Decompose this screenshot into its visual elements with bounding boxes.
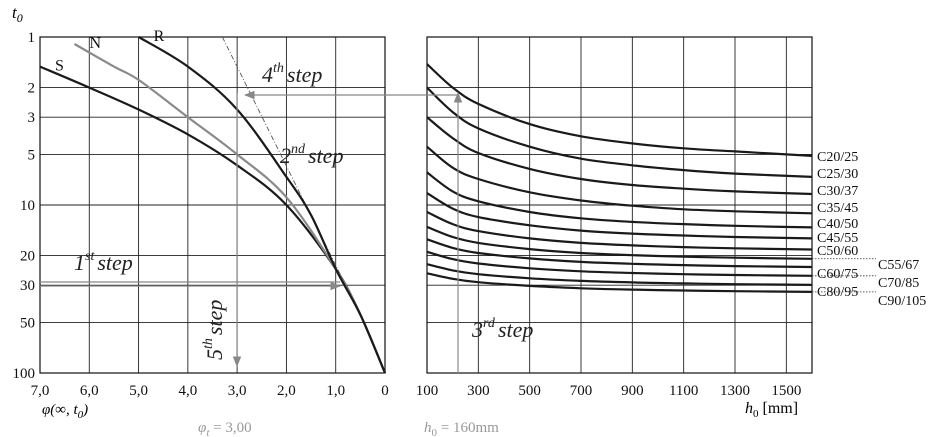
grade-label: C60/75	[817, 267, 858, 282]
grade-label: C50/60	[817, 244, 858, 259]
left-y-tick-label: 2	[28, 81, 36, 97]
curve-R	[138, 36, 387, 374]
right-x-tick-label: 100	[416, 383, 439, 399]
left-y-tick-label: 100	[13, 366, 36, 382]
grade-curve-C70/85	[426, 250, 813, 277]
grade-curve-C25/30	[426, 86, 813, 178]
left-x-tick-label: 2,0	[277, 383, 296, 399]
left-x-tick-label: 7,0	[31, 383, 50, 399]
curve-label-S: S	[55, 58, 64, 75]
right-x-tick-label: 700	[570, 383, 593, 399]
left-frame	[39, 36, 386, 374]
left-x-tick-label: 5,0	[129, 383, 148, 399]
left-y-tick-label: 50	[20, 315, 35, 331]
left-x-ticks: 7,0 6,0 5,0 4,0 3,0 2,0 1,0 0	[31, 383, 389, 399]
right-x-tick-label: 500	[518, 383, 541, 399]
right-panel: 100 300 500 700 900 1100 1300 1500 C20/25 C25/30…	[243, 36, 926, 437]
right-x-ticks: 100 300 500 700 900 1100 1300 1500	[416, 383, 802, 399]
grade-label: C30/37	[817, 184, 858, 199]
grade-curve-C40/50	[426, 171, 813, 229]
left-x-tick-label: 0	[381, 383, 389, 399]
left-y-tick-label: 20	[20, 249, 35, 265]
grade-label: C45/55	[817, 231, 858, 246]
left-x-tick-label: 4,0	[178, 383, 197, 399]
step4-label: 4th step	[262, 61, 322, 87]
right-frame	[426, 36, 813, 374]
grade-curve-C90/105	[426, 272, 813, 293]
grade-label: C25/30	[817, 167, 858, 182]
grade-curve-C45/55	[426, 192, 813, 240]
grade-label: C35/45	[817, 201, 858, 216]
grade-curve-C30/37	[426, 116, 813, 196]
left-curve-labels: S N R	[55, 28, 165, 75]
grade-label: C70/85	[878, 276, 919, 291]
step1-label: 1st step	[74, 249, 133, 275]
step2-label: 2nd step	[280, 142, 343, 168]
grade-label: C55/67	[878, 258, 919, 273]
left-x-tick-label: 3,0	[228, 383, 247, 399]
x-axis-label-left: φ(∞, t0)	[42, 402, 88, 421]
grade-curve-C55/67	[426, 225, 813, 260]
left-y-tick-label: 3	[28, 110, 36, 126]
grade-label: C80/95	[817, 285, 858, 300]
right-curves	[426, 63, 813, 293]
x-axis-label-right: h0 [mm]	[745, 400, 798, 420]
curve-label-N: N	[90, 35, 102, 52]
right-grade-labels: C20/25 C25/30 C30/37 C35/45C40/50C45/55C50/…	[812, 150, 926, 309]
left-y-tick-label: 5	[28, 147, 36, 163]
phi-t-note: φt = 3,00	[198, 420, 252, 437]
grade-curve-C20/25	[426, 63, 813, 157]
grade-curve-C60/75	[426, 238, 813, 269]
grade-label: C90/105	[878, 294, 926, 309]
right-x-tick-label: 300	[467, 383, 490, 399]
grade-curve-C50/60	[426, 211, 813, 251]
left-y-tick-label: 10	[20, 198, 35, 214]
grade-label: C20/25	[817, 150, 858, 165]
y-axis-label: t0	[12, 3, 23, 25]
left-y-tick-label: 30	[20, 278, 35, 294]
step5-label: 5thstep	[201, 300, 227, 360]
left-x-tick-label: 1,0	[326, 383, 345, 399]
right-x-tick-label: 1500	[771, 383, 801, 399]
curve-N	[73, 43, 387, 374]
left-x-tick-label: 6,0	[80, 383, 99, 399]
right-x-tick-label: 1100	[669, 383, 698, 399]
grade-label: C40/50	[817, 217, 858, 232]
left-panel: 1 2 3 5 10 20 30 50 100 7,0 6,0 5,0 4,0 3,0 2,0 1,0 0 S…	[12, 3, 389, 437]
step3-label: 3rd step	[471, 316, 533, 342]
curve-label-R: R	[154, 28, 165, 45]
grade-curve-C35/45	[426, 145, 813, 215]
grade-curve-C80/95	[426, 263, 813, 286]
right-x-tick-label: 900	[621, 383, 644, 399]
left-y-ticks: 1 2 3 5 10 20 30 50 100	[13, 30, 36, 382]
right-x-tick-label: 1300	[720, 383, 750, 399]
left-y-tick-label: 1	[28, 30, 36, 46]
h0-note: h0 = 160mm	[424, 420, 499, 437]
